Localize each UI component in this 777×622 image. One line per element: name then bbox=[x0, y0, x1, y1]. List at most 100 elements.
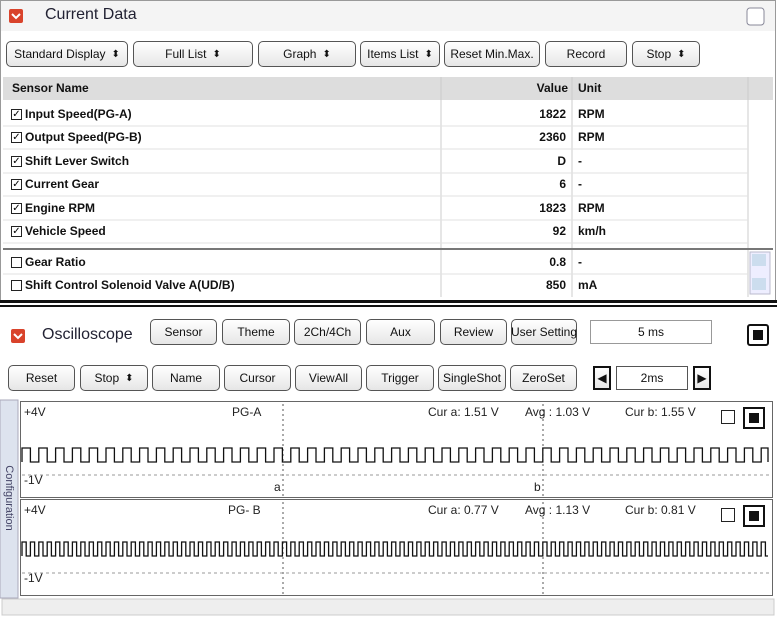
step-right[interactable]: ▶ bbox=[693, 366, 711, 390]
toolbar-button[interactable]: Stop bbox=[632, 41, 700, 67]
sensor-value: 92 bbox=[552, 224, 566, 238]
v-min: -1V bbox=[24, 473, 43, 487]
sensor-name: Engine RPM bbox=[25, 201, 96, 215]
sensor-name: Shift Control Solenoid Valve A(UD/B) bbox=[25, 278, 235, 292]
sensor-unit: - bbox=[578, 255, 582, 269]
toolbar-button[interactable]: Full List bbox=[133, 41, 253, 67]
scope-control[interactable]: Stop bbox=[80, 365, 148, 391]
sensor-value: 2360 bbox=[539, 130, 566, 144]
channel-button[interactable] bbox=[743, 505, 765, 527]
v-min: -1V bbox=[24, 571, 43, 585]
column-header: Value bbox=[536, 81, 568, 95]
scope-button[interactable]: Theme bbox=[222, 319, 290, 345]
cursor-b-value: Cur b: 1.55 V bbox=[625, 405, 696, 419]
scope-control[interactable]: Name bbox=[152, 365, 220, 391]
checkbox[interactable]: ✓ bbox=[11, 109, 22, 120]
scope-control[interactable]: ViewAll bbox=[295, 365, 362, 391]
scope-control[interactable]: SingleShot bbox=[438, 365, 506, 391]
sensor-unit: km/h bbox=[578, 224, 607, 238]
scroll-down[interactable] bbox=[752, 278, 766, 290]
icon-arrow bbox=[13, 333, 23, 340]
scope-button[interactable]: Review bbox=[440, 319, 507, 345]
channel-checkbox[interactable] bbox=[721, 410, 735, 424]
panel-title: Oscilloscope bbox=[42, 326, 133, 343]
toolbar-button[interactable]: Graph bbox=[258, 41, 356, 67]
waveform bbox=[21, 447, 769, 463]
sensor-name: Gear Ratio bbox=[25, 255, 86, 269]
checkbox[interactable]: ✓ bbox=[11, 156, 22, 167]
scope-control[interactable]: Reset bbox=[8, 365, 75, 391]
scope-control[interactable]: ZeroSet bbox=[510, 365, 577, 391]
v-max: +4V bbox=[24, 405, 46, 419]
cursor-b-value: Cur b: 0.81 V bbox=[625, 503, 696, 517]
average-value: Avg : 1.03 V bbox=[525, 405, 591, 419]
toolbar-button[interactable]: Items List bbox=[360, 41, 440, 67]
sensor-name: Current Gear bbox=[25, 177, 100, 191]
sensor-unit: RPM bbox=[578, 107, 605, 121]
sensor-value: 0.8 bbox=[549, 255, 566, 269]
panel-title: Current Data bbox=[45, 6, 137, 23]
cursor-a-marker: a bbox=[274, 480, 281, 494]
scope-control[interactable]: Trigger bbox=[366, 365, 434, 391]
sensor-value: D bbox=[557, 154, 566, 168]
cursor-b-marker: b bbox=[534, 480, 541, 494]
sensor-unit: RPM bbox=[578, 201, 605, 215]
checkbox[interactable] bbox=[11, 280, 22, 291]
sensor-unit: RPM bbox=[578, 130, 605, 144]
sensor-unit: mA bbox=[578, 278, 598, 292]
sensor-name: Input Speed(PG-A) bbox=[25, 107, 132, 121]
cursor-a-value: Cur a: 0.77 V bbox=[428, 503, 499, 517]
title-bar bbox=[1, 1, 775, 31]
cursor-a-value: Cur a: 1.51 V bbox=[428, 405, 499, 419]
checkbox[interactable]: ✓ bbox=[11, 179, 22, 190]
checkbox[interactable]: ✓ bbox=[11, 203, 22, 214]
channel-checkbox[interactable] bbox=[721, 508, 735, 522]
channel-name: PG-A bbox=[232, 405, 262, 419]
scope-button[interactable]: Aux bbox=[366, 319, 435, 345]
icon-arrow bbox=[11, 13, 21, 20]
window-button-fill bbox=[753, 330, 763, 340]
side-tab-label: Configuration bbox=[3, 465, 15, 531]
side-tab[interactable] bbox=[0, 399, 19, 599]
h-scrollbar[interactable] bbox=[1, 598, 775, 616]
column-header: Sensor Name bbox=[12, 81, 89, 95]
step-left[interactable]: ◀ bbox=[593, 366, 611, 390]
scope-button[interactable]: User Setting bbox=[511, 319, 577, 345]
step-value[interactable]: 2ms bbox=[616, 366, 688, 390]
sensor-value: 1823 bbox=[539, 201, 566, 215]
v-max: +4V bbox=[24, 503, 46, 517]
average-value: Avg : 1.13 V bbox=[525, 503, 591, 517]
sensor-value: 6 bbox=[559, 177, 566, 191]
splitter bbox=[0, 305, 777, 307]
sensor-name: Vehicle Speed bbox=[25, 224, 106, 238]
window-button[interactable] bbox=[746, 7, 765, 26]
channel-name: PG- B bbox=[228, 503, 261, 517]
scope-control[interactable]: Cursor bbox=[224, 365, 291, 391]
toolbar-button[interactable]: Reset Min.Max. bbox=[444, 41, 540, 67]
toolbar-button[interactable]: Standard Display bbox=[6, 41, 128, 67]
splitter bbox=[0, 300, 777, 303]
checkbox[interactable] bbox=[11, 257, 22, 268]
sensor-unit: - bbox=[578, 177, 582, 191]
sensor-name: Output Speed(PG-B) bbox=[25, 130, 142, 144]
sensor-value: 1822 bbox=[539, 107, 566, 121]
sensor-name: Shift Lever Switch bbox=[25, 154, 130, 168]
scroll-up[interactable] bbox=[752, 254, 766, 266]
channel-button[interactable] bbox=[743, 407, 765, 429]
collapse-icon[interactable] bbox=[11, 329, 25, 343]
channel-frame bbox=[20, 401, 773, 498]
time-division[interactable]: 5 ms bbox=[590, 320, 712, 344]
header-row bbox=[3, 77, 773, 100]
sensor-value: 850 bbox=[545, 278, 566, 292]
checkbox[interactable]: ✓ bbox=[11, 226, 22, 237]
scope-button[interactable]: Sensor bbox=[150, 319, 217, 345]
collapse-icon[interactable] bbox=[9, 9, 23, 23]
waveform bbox=[21, 541, 768, 557]
checkbox[interactable]: ✓ bbox=[11, 132, 22, 143]
scope-button[interactable]: 2Ch/4Ch bbox=[294, 319, 361, 345]
toolbar-button[interactable]: Record bbox=[545, 41, 627, 67]
column-header: Unit bbox=[578, 81, 602, 95]
sensor-unit: - bbox=[578, 154, 582, 168]
